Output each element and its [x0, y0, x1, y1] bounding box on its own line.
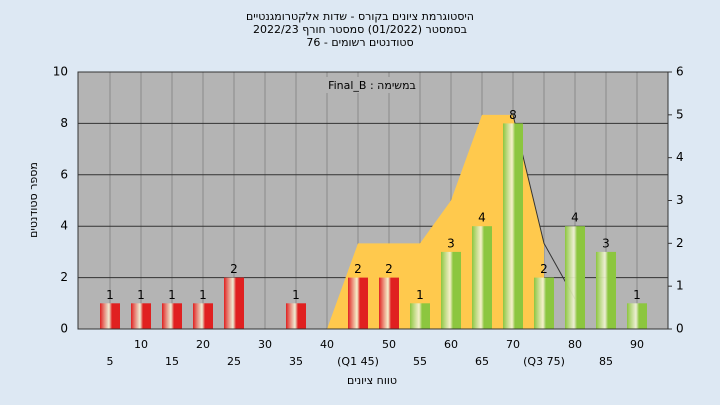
plot-frame [77, 71, 669, 330]
title-line: סטודנטים רשומים - 76 [306, 36, 413, 49]
x-tick-label: (Q1 45) [337, 355, 379, 368]
data-label: 1 [633, 288, 641, 302]
x-tick-label: 70 [506, 338, 520, 351]
line [512, 114, 576, 300]
data-label: 2 [354, 262, 362, 276]
data-label: 8 [509, 108, 517, 122]
x-tick-label: 80 [568, 338, 582, 351]
data-label: 4 [478, 211, 486, 225]
y2-tick-label: 1 [676, 279, 684, 293]
title-line: בסמסטר (01/2022) סמסטר חורף 2022/23 [253, 23, 467, 36]
bar [441, 251, 461, 329]
data-label: 1 [106, 288, 114, 302]
bar [224, 277, 244, 329]
data-label: 1 [416, 288, 424, 302]
x-tick-label: 50 [382, 338, 396, 351]
bar [131, 303, 151, 329]
bar [286, 303, 306, 329]
data-label: 4 [571, 211, 579, 225]
y2-tick-label: 0 [676, 322, 684, 336]
data-label: 1 [137, 288, 145, 302]
x-tick-label: 5 [107, 355, 114, 368]
x-tick-label: 55 [413, 355, 427, 368]
x-axis-label: טווח ציונים [347, 374, 397, 387]
data-label: 1 [199, 288, 207, 302]
bar [193, 303, 213, 329]
data-label: 2 [540, 262, 548, 276]
x-tick-label: 60 [444, 338, 458, 351]
data-label: 2 [385, 262, 393, 276]
x-tick-label: 90 [630, 338, 644, 351]
bar [503, 123, 523, 330]
x-tick-label: 30 [258, 338, 272, 351]
x-tick-label: (Q3 75) [523, 355, 565, 368]
y2-tick-label: 3 [676, 193, 684, 207]
bar [100, 303, 120, 329]
y2-tick-label: 4 [676, 150, 684, 164]
bar [162, 303, 182, 329]
data-label: 1 [168, 288, 176, 302]
y-tick-label: 2 [60, 270, 68, 284]
y2-tick-label: 2 [676, 236, 684, 250]
data-label: 3 [602, 236, 610, 250]
bar [348, 277, 368, 329]
bar [565, 226, 585, 329]
y-tick-label: 6 [60, 167, 68, 181]
bar [534, 277, 554, 329]
bar [472, 226, 492, 329]
x-tick-label: 10 [134, 338, 148, 351]
y-tick-label: 10 [53, 65, 68, 79]
annotation: Final_B : במשימה [328, 79, 416, 92]
x-tick-label: 20 [196, 338, 210, 351]
bar [596, 251, 616, 329]
annotation-box [326, 77, 418, 93]
y-axis-label: מספר סטודנטים [27, 162, 40, 238]
y2-tick-label: 5 [676, 107, 684, 121]
y-tick-label: 0 [60, 322, 68, 336]
x-tick-label: 85 [599, 355, 613, 368]
x-tick-label: 25 [227, 355, 241, 368]
bar [627, 303, 647, 329]
x-tick-label: 35 [289, 355, 303, 368]
x-tick-label: 40 [320, 338, 334, 351]
y-tick-label: 8 [60, 116, 68, 130]
y-tick-label: 4 [60, 219, 68, 233]
y2-tick-label: 6 [676, 65, 684, 79]
data-label: 3 [447, 236, 455, 250]
bar [379, 277, 399, 329]
data-label: 2 [230, 262, 238, 276]
x-tick-label: 15 [165, 355, 179, 368]
data-label: 1 [292, 288, 300, 302]
x-tick-label: 65 [475, 355, 489, 368]
bar [410, 303, 430, 329]
title-line: היסטוגרמת ציונים בקורס - שדות אלקטרומגנט… [246, 10, 474, 23]
